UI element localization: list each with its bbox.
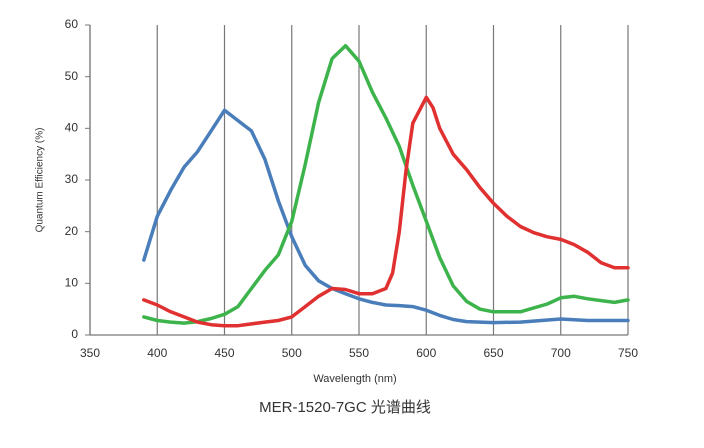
x-tick-label: 450 <box>214 346 234 360</box>
y-tick-label: 60 <box>65 17 79 31</box>
x-tick-label: 400 <box>147 346 167 360</box>
caption: MER-1520-7GC 光谱曲线 <box>259 399 431 416</box>
y-tick-label: 10 <box>65 276 79 290</box>
line-series <box>142 95 630 328</box>
x-tick-label: 750 <box>618 346 638 360</box>
y-tick-label: 30 <box>65 172 79 186</box>
line-series <box>142 108 630 325</box>
x-tick-label: 700 <box>551 346 571 360</box>
x-axis-title: Wavelength (nm) <box>313 373 396 385</box>
y-tick-label: 0 <box>71 327 78 341</box>
x-tick-label: 500 <box>282 346 302 360</box>
x-tick-label: 350 <box>80 346 100 360</box>
y-tick-label: 20 <box>65 224 79 238</box>
x-tick-label: 650 <box>483 346 503 360</box>
line-series <box>142 43 630 325</box>
y-axis-title: Quantum Efficiency (%) <box>35 128 46 233</box>
x-tick-label: 550 <box>349 346 369 360</box>
x-tick-label: 600 <box>416 346 436 360</box>
y-tick-label: 40 <box>65 121 79 135</box>
y-tick-label: 50 <box>65 69 79 83</box>
